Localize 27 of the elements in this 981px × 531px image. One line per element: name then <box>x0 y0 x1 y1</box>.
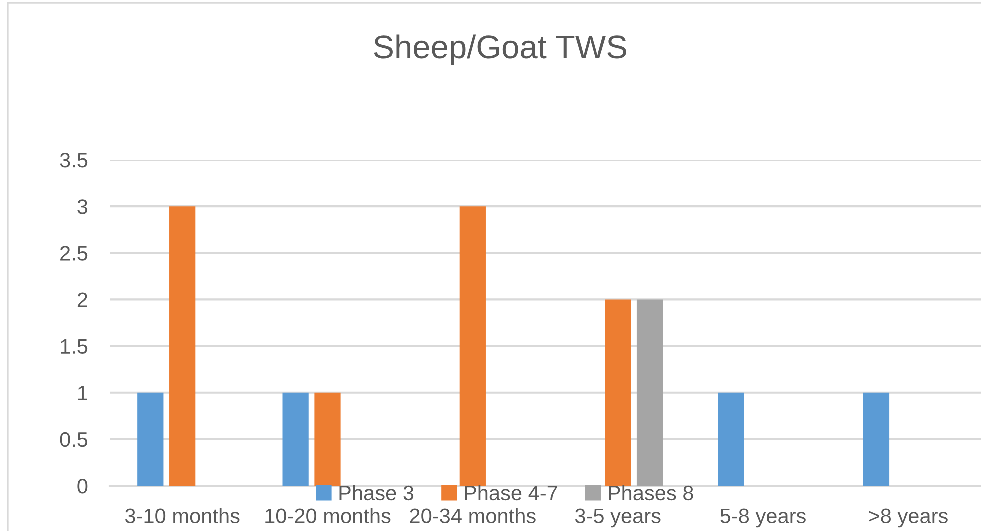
bar <box>605 300 632 486</box>
legend-label: Phase 4-7 <box>465 485 558 501</box>
x-tick-label: 20-34 months <box>410 508 536 524</box>
bar <box>138 392 164 486</box>
y-tick-label: 0.5 <box>60 432 88 448</box>
x-tick-label: 10-20 months <box>266 508 391 524</box>
bar <box>636 300 664 486</box>
x-tick-label: 5-8 years <box>720 508 806 528</box>
y-tick-label: 3 <box>78 200 88 214</box>
bar <box>170 206 196 486</box>
x-tick-label: 3-5 years <box>575 508 661 528</box>
x-tick-label: 3-10 months <box>125 508 240 524</box>
legend-label: Phase 3 <box>340 485 414 501</box>
bar <box>863 392 890 486</box>
legend-label: Phases 8 <box>609 485 694 501</box>
bar <box>282 392 309 486</box>
y-tick-label: 1.5 <box>61 340 88 354</box>
y-tick-label: 2 <box>78 292 88 308</box>
bar <box>718 392 744 486</box>
y-tick-label: 0 <box>78 479 88 494</box>
x-tick-label: >8 years <box>869 508 948 528</box>
y-tick-label: 1 <box>78 386 88 400</box>
y-tick-label: 2.5 <box>60 246 88 261</box>
bar <box>314 392 341 486</box>
chart-title: Sheep/Goat TWS <box>374 34 626 66</box>
bar <box>460 206 486 486</box>
y-tick-label: 3.5 <box>60 153 88 168</box>
